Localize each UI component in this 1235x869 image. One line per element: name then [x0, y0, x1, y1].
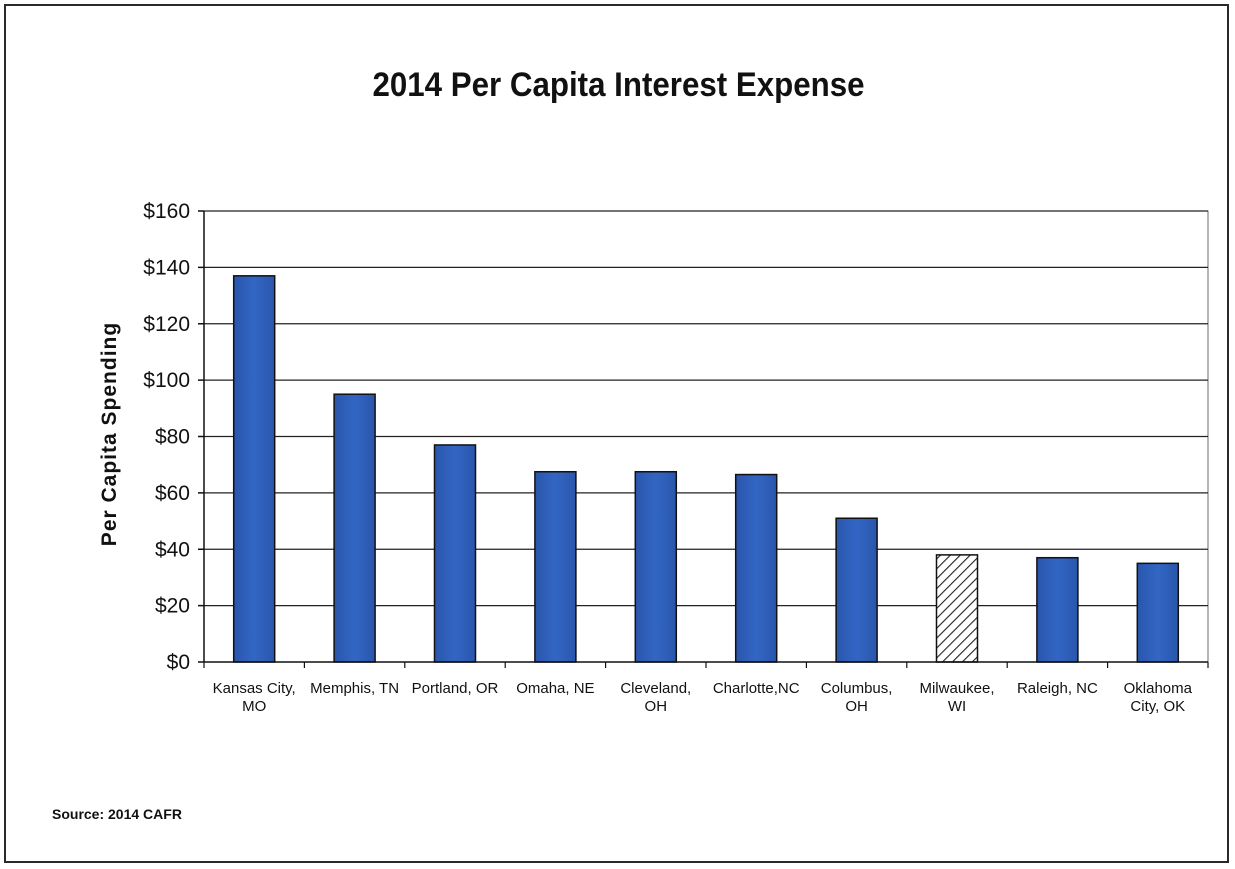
x-category-label: Omaha, NE	[516, 680, 594, 697]
x-category-label-line: MO	[242, 698, 266, 715]
x-category-label-line: OH	[845, 698, 868, 715]
x-category-label-line: OH	[645, 698, 668, 715]
y-tick-label: $20	[155, 595, 190, 618]
x-category-label: Milwaukee, WI	[919, 680, 994, 715]
bar	[232, 275, 276, 663]
bar	[1136, 562, 1180, 663]
x-category-label: Kansas City, MO	[213, 680, 296, 715]
axes	[198, 210, 1209, 668]
bar	[433, 444, 477, 663]
y-axis-label: Per Capita Spending	[98, 322, 121, 546]
x-category-label-line: Charlotte,NC	[713, 680, 800, 697]
x-category-label: Portland, OR	[412, 680, 499, 697]
chart-title: 2014 Per Capita Interest Expense	[372, 66, 865, 104]
x-category-label-line: Raleigh, NC	[1017, 680, 1098, 697]
y-tick-label: $60	[155, 482, 190, 505]
x-category-label-line: Columbus,	[821, 680, 893, 697]
x-category-label: Columbus, OH	[821, 680, 893, 715]
bar	[1036, 556, 1079, 663]
y-tick-label: $80	[155, 426, 190, 449]
x-category-label: Raleigh, NC	[1017, 680, 1098, 697]
x-category-label-line: Oklahoma	[1124, 680, 1193, 697]
x-category-label-line: City, OK	[1130, 698, 1185, 715]
x-category-label: Charlotte,NC	[713, 680, 800, 697]
x-category-label: Memphis, TN	[310, 680, 399, 697]
y-tick-label: $120	[143, 313, 190, 336]
y-tick-label: $100	[143, 369, 190, 392]
source-note: Source: 2014 CAFR	[52, 806, 182, 822]
x-category-label-line: Milwaukee,	[919, 680, 994, 697]
bar	[333, 393, 376, 663]
x-category-label: Oklahoma City, OK	[1124, 680, 1193, 715]
y-tick-labels: $0 $20 $40 $60 $80 $100 $120 $140 $160	[143, 200, 190, 674]
x-category-label-line: WI	[948, 698, 966, 715]
bar	[534, 470, 577, 663]
bar	[734, 473, 778, 663]
bar	[935, 554, 979, 663]
y-tick-label: $40	[155, 538, 190, 561]
bar	[634, 470, 678, 663]
x-category-label-line: Memphis, TN	[310, 680, 399, 697]
x-category-label-line: Portland, OR	[412, 680, 499, 697]
bar	[835, 517, 878, 663]
bars	[232, 275, 1180, 663]
y-tick-label: $140	[143, 256, 190, 279]
y-tick-label: $160	[143, 200, 190, 223]
x-category-labels: Kansas City, MO Memphis, TN Portland, OR Oma…	[213, 680, 1193, 715]
x-category-label-line: Cleveland,	[620, 680, 691, 697]
x-category-label-line: Omaha, NE	[516, 680, 594, 697]
x-category-label-line: Kansas City,	[213, 680, 296, 697]
y-tick-label: $0	[167, 651, 190, 674]
x-category-label: Cleveland, OH	[620, 680, 691, 715]
